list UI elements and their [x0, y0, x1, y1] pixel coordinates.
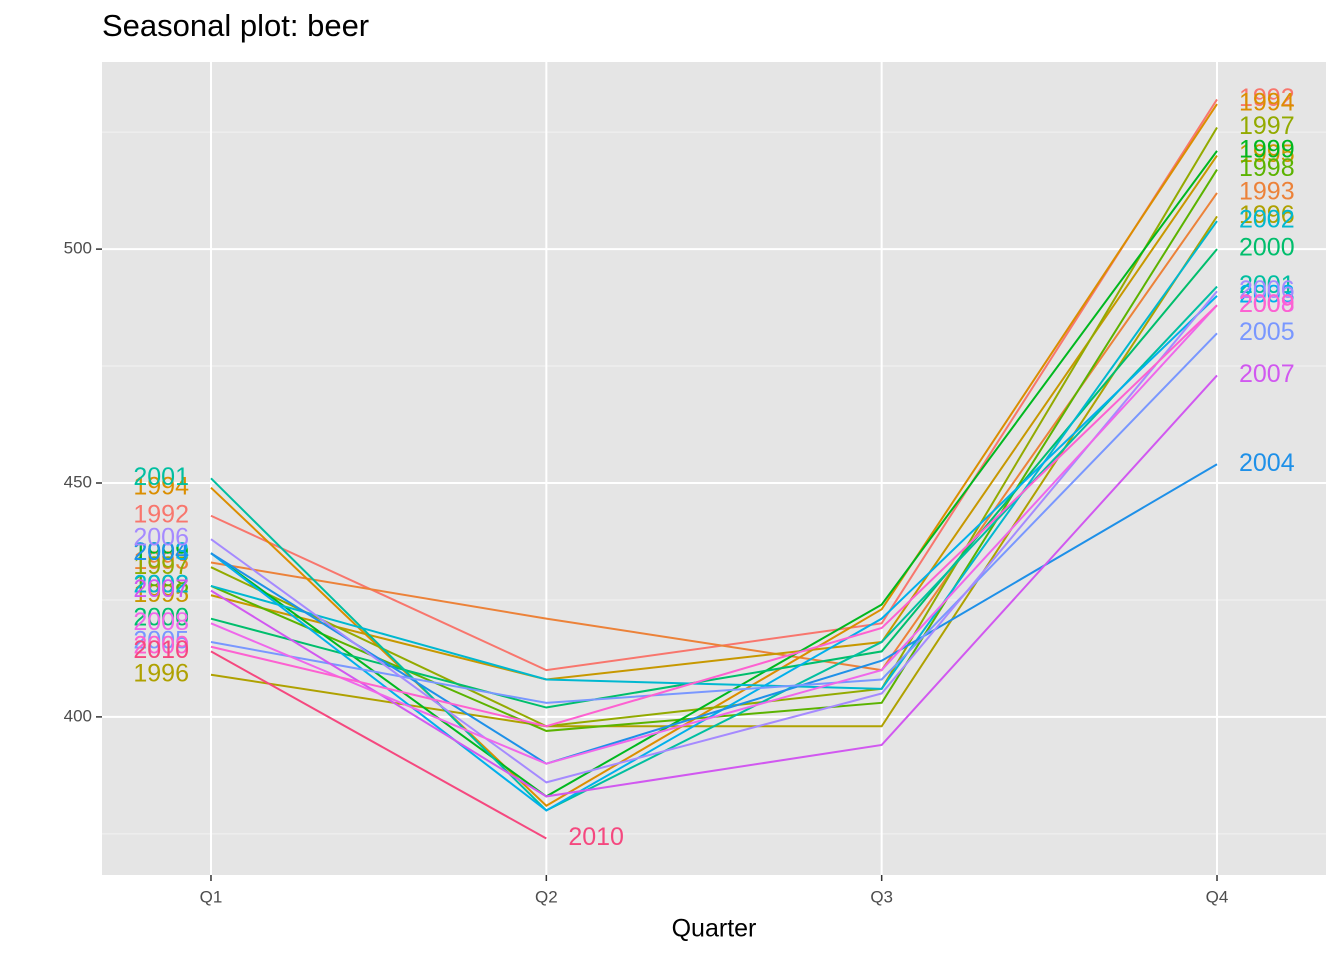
- series-line: [210, 192, 1218, 672]
- year-label: 2010: [133, 636, 189, 664]
- year-label: 2010: [568, 823, 624, 851]
- series-line: [210, 98, 1218, 672]
- year-label: 1998: [1239, 154, 1295, 182]
- year-label: 2000: [1239, 234, 1295, 262]
- year-label: 2001: [133, 463, 189, 491]
- year-label: 2002: [1239, 206, 1295, 234]
- x-tick-label: Q2: [535, 887, 558, 906]
- series-line: [210, 304, 1218, 728]
- year-label: 1994: [1239, 89, 1295, 117]
- year-label: 1996: [1239, 201, 1295, 229]
- year-label: 2007: [1239, 360, 1295, 388]
- year-label: 1995: [1239, 140, 1295, 168]
- series-line: [210, 126, 1218, 728]
- year-label: 1996: [133, 659, 189, 687]
- year-label: 1998: [133, 571, 189, 599]
- x-axis-label: Quarter: [672, 915, 757, 943]
- year-label: 2008: [133, 608, 189, 636]
- series-line: [210, 285, 1218, 812]
- x-tick-label: Q4: [1206, 887, 1229, 906]
- panel: [102, 62, 1326, 875]
- year-label: 1993: [1239, 178, 1295, 206]
- year-label: 2009: [1239, 290, 1295, 318]
- year-label: 2004: [1239, 449, 1295, 477]
- year-label: 1999: [1239, 135, 1295, 163]
- year-label: 1997: [1239, 112, 1295, 140]
- series-line: [210, 220, 1218, 690]
- year-label: 2009: [133, 631, 189, 659]
- year-label: 1995: [133, 580, 189, 608]
- year-label: 2006: [1239, 276, 1295, 304]
- y-tick-label: 500: [64, 239, 92, 258]
- year-label: 1992: [133, 500, 189, 528]
- series-line: [210, 248, 1218, 709]
- year-label: 1994: [133, 472, 189, 500]
- series-line: [210, 332, 1218, 704]
- y-tick-label: 400: [64, 706, 92, 725]
- series-line: [210, 304, 1218, 765]
- chart-title: Seasonal plot: beer: [102, 8, 369, 43]
- year-label: 2008: [1239, 290, 1295, 318]
- series-line: [210, 154, 1218, 681]
- year-label: 2005: [1239, 318, 1295, 346]
- x-tick-label: Q3: [870, 887, 893, 906]
- year-label: 2006: [133, 524, 189, 552]
- year-label: 2005: [133, 627, 189, 655]
- year-label: 2007: [133, 575, 189, 603]
- y-tick-label: 450: [64, 472, 92, 491]
- series-line: [210, 290, 1218, 784]
- year-label: 2002: [133, 571, 189, 599]
- year-label: 2003: [1239, 280, 1295, 308]
- series-line: [210, 463, 1218, 765]
- year-label: 2003: [133, 538, 189, 566]
- year-label: 1992: [1239, 84, 1295, 112]
- x-tick-label: Q1: [200, 887, 223, 906]
- series-line: [210, 150, 1218, 798]
- year-label: 1993: [133, 547, 189, 575]
- year-label: 2000: [133, 603, 189, 631]
- series-line: [210, 295, 1218, 812]
- series-line: [210, 650, 547, 840]
- year-label: 1997: [133, 552, 189, 580]
- year-label: 2004: [133, 538, 189, 566]
- year-label: 1999: [133, 538, 189, 566]
- year-label: 2001: [1239, 271, 1295, 299]
